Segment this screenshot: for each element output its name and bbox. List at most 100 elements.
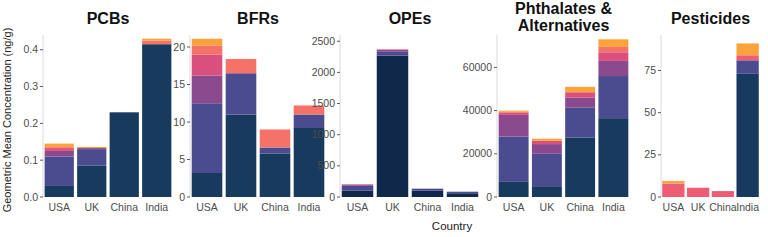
bar-segment [598,39,628,47]
x-tick-label: India [145,201,168,213]
bars [45,39,172,197]
x-tick-label: China [566,201,594,213]
y-tick [658,197,661,198]
bar-segment [447,191,479,192]
bar-segment [377,52,409,56]
y-tick [40,160,43,161]
y-tick-label: 1500 [312,97,336,109]
y-tick [187,197,190,198]
y-tick-label: 0.1 [23,154,38,166]
bar-segment [142,44,171,197]
panel-title: Pesticides [671,10,750,27]
bar-segment [598,47,628,52]
y-tick-label: 50 [644,106,656,118]
x-tick-label: India [736,201,759,213]
y-tick-label: 20000 [463,147,492,159]
y-tick-label: 15 [173,78,185,90]
y-tick [40,197,43,198]
bar-segment [77,148,106,149]
bars [499,39,629,197]
bar-segment [45,144,74,148]
bar-segment [712,191,734,192]
y-tick-label: 10 [173,116,185,128]
bar-segment [192,103,223,173]
bar-segment [77,148,106,149]
bar-segment [412,191,444,197]
panel-title: PCBs [87,10,130,27]
y-tick-label: 75 [644,64,656,76]
x-tick-label: UK [385,201,400,213]
x-tick-label: China [414,201,442,213]
bar-segment [377,49,409,51]
bar-segment [499,182,529,197]
bar-segment [192,55,223,76]
bar-segment [598,76,628,118]
bar-segment [565,138,595,197]
y-axis-label: Geometric Mean Concentration (ng/g) [1,28,13,213]
page: {"chart_data": [ {"type": "bar", "stacke… [0,0,768,237]
y-axis-line [497,35,498,197]
x-tick-label: India [451,201,474,213]
y-axis-line [43,35,44,197]
x-tick-label: USA [196,201,218,213]
panel: 0255075USAUKChinaIndiaPesticides [644,10,759,213]
bar-segment [260,129,291,130]
panel: 0200004000060000USAUKChinaIndiaPhthalate… [463,0,629,213]
bar-segment [565,92,595,97]
y-tick [337,72,340,73]
bar-segment [192,76,223,104]
panel-title: BFRs [237,10,279,27]
bar-segment [412,188,444,189]
y-tick-label: 1000 [312,128,336,140]
panel: 05001000150020002500USAUKChinaIndiaOPEs [312,10,479,213]
panel-title: Phthalates &Alternatives [515,0,612,34]
bar-segment [532,144,562,154]
y-tick-label: 0 [486,191,492,203]
y-tick-label: 60000 [463,61,492,73]
bar-segment [736,55,758,60]
bar-segment [499,137,529,182]
y-tick-label: 5 [179,153,185,165]
bar-segment [110,112,139,113]
panel: 05101520USAUKChinaIndiaBFRs [173,10,324,213]
bar-segment [77,166,106,197]
bar-segment [192,46,223,55]
y-tick [40,86,43,87]
x-tick-label: USA [48,201,70,213]
y-tick-label: 0.0 [23,191,38,203]
x-tick-label: UK [540,201,555,213]
y-tick [494,67,497,68]
bar-segment [77,148,106,149]
bar-segment [226,59,257,73]
bar-segment [499,113,529,115]
title-line: Phthalates & [515,0,612,17]
y-tick-label: 0 [179,191,185,203]
bar-segment [45,186,74,197]
bar-segment [412,189,444,191]
bar-segment [77,147,106,148]
bar-segment [565,98,595,108]
bar-segment [260,148,291,154]
bar-segment [447,193,479,197]
bar-segment [226,115,257,198]
bar-segment [687,188,709,197]
bars [662,43,759,197]
x-tick-label: India [602,201,625,213]
bar-segment [342,184,374,186]
y-tick-label: 0 [329,191,335,203]
y-tick-label: 2000 [312,66,336,78]
bar-segment [110,112,139,113]
bar-segment [736,74,758,197]
bar-segment [342,186,374,191]
bars [342,49,479,197]
y-tick [187,122,190,123]
bar-segment [447,192,479,194]
bar-segment [45,151,74,157]
y-tick-label: 2500 [312,35,336,47]
y-tick [494,110,497,111]
bar-segment [192,173,223,197]
panel: 0.00.10.20.30.4USAUKChinaIndiaPCBs [23,10,171,213]
x-tick-label: China [111,201,139,213]
bars [192,39,325,197]
y-tick [494,153,497,154]
